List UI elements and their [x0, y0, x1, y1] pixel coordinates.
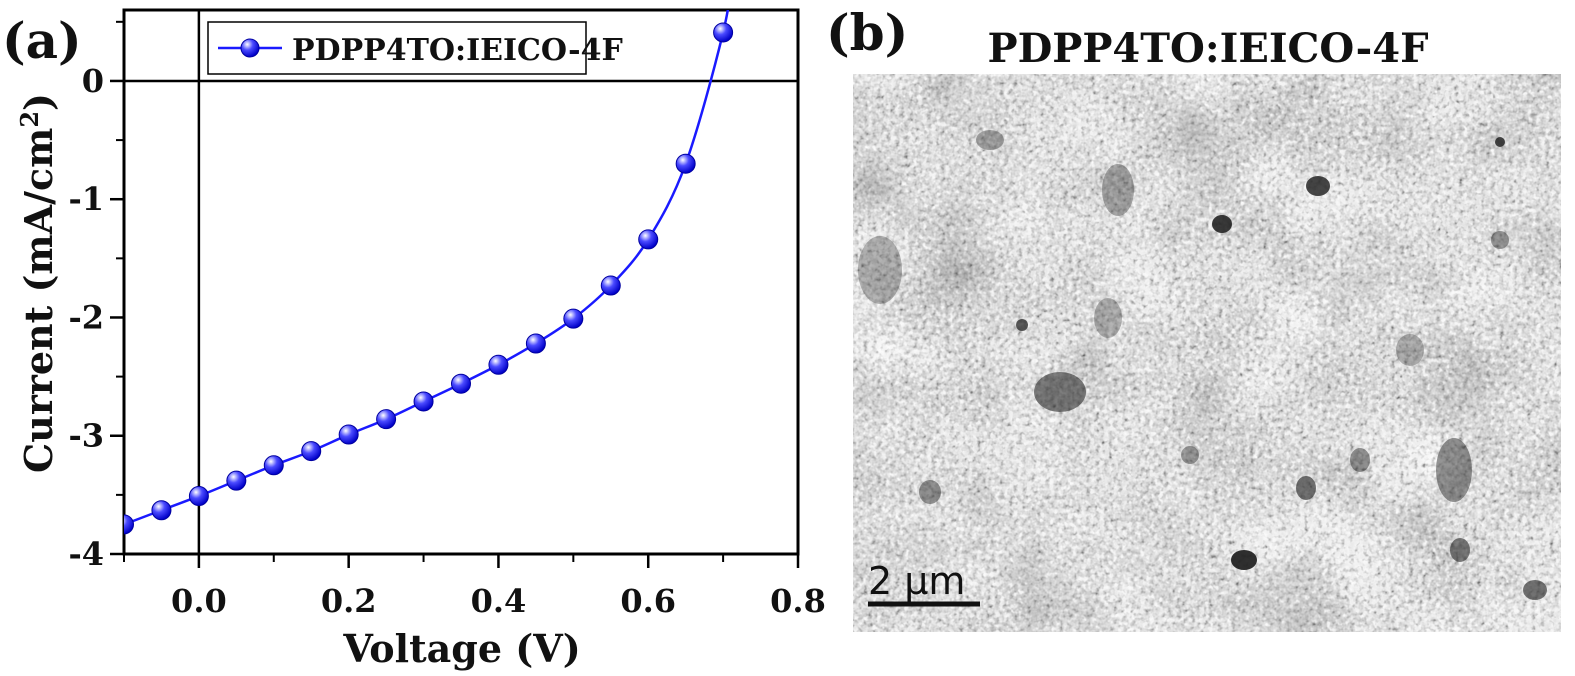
data-point — [226, 470, 247, 491]
x-tick-label: 0.6 — [620, 582, 676, 620]
y-tick-label: -4 — [68, 535, 104, 573]
series-line — [124, 10, 730, 526]
data-point — [151, 500, 172, 521]
data-point — [263, 455, 284, 476]
x-axis-ticks — [123, 554, 800, 568]
y-axis-label: Current (mA/cm2) — [15, 93, 62, 473]
scale-bar: 2 μm — [868, 559, 980, 607]
panel-a-label: (a) — [2, 11, 82, 70]
x-axis-tick-labels: 0.0 0.2 0.4 0.6 0.8 — [171, 582, 826, 620]
data-point — [600, 275, 621, 296]
data-point — [675, 153, 696, 174]
x-tick-label: 0.8 — [770, 582, 826, 620]
data-point — [413, 391, 434, 412]
y-axis-label-tail: ) — [16, 93, 61, 111]
y-axis-ticks — [110, 20, 124, 556]
plot-frame — [122, 8, 800, 556]
data-point — [451, 373, 471, 394]
y-tick-label: -1 — [68, 180, 104, 218]
scale-bar-label: 2 μm — [868, 559, 965, 603]
panel-a: (a) 0.0 0.2 0.4 0.6 0.8 -4 -3 -2 -1 0 Voltage (V… — [2, 8, 826, 671]
legend-label: PDPP4TO:IEICO-4F — [292, 33, 623, 68]
panel-b-title: PDPP4TO:IEICO-4F — [987, 25, 1428, 72]
y-axis-tick-labels: -4 -3 -2 -1 0 — [68, 62, 104, 573]
y-tick-label: -3 — [68, 417, 104, 455]
y-axis-label-main: Current (mA/cm — [16, 128, 61, 473]
micrograph-dark-domains — [858, 130, 1547, 600]
legend: PDPP4TO:IEICO-4F — [207, 21, 623, 75]
data-point — [188, 486, 209, 507]
y-tick-label: -2 — [68, 298, 104, 336]
data-point — [563, 308, 584, 329]
x-tick-label: 0.0 — [171, 582, 227, 620]
legend-marker-sample — [240, 38, 260, 58]
data-point — [713, 22, 734, 43]
data-point — [124, 514, 134, 535]
x-tick-label: 0.2 — [321, 582, 377, 620]
series-markers — [124, 22, 734, 535]
panel-b-label: (b) — [826, 3, 908, 62]
x-axis-label: Voltage (V) — [342, 626, 580, 671]
data-point — [638, 229, 659, 250]
panel-b: (b) PDPP4TO:IEICO-4F — [826, 3, 1561, 632]
data-point — [301, 441, 322, 462]
data-point — [525, 333, 546, 354]
x-tick-label: 0.4 — [471, 582, 527, 620]
data-point — [338, 424, 359, 445]
data-point — [488, 354, 509, 375]
data-point — [376, 409, 397, 430]
y-tick-label: 0 — [82, 62, 104, 100]
y-axis-label-sup: 2 — [15, 111, 44, 128]
micrograph-image — [853, 74, 1561, 632]
